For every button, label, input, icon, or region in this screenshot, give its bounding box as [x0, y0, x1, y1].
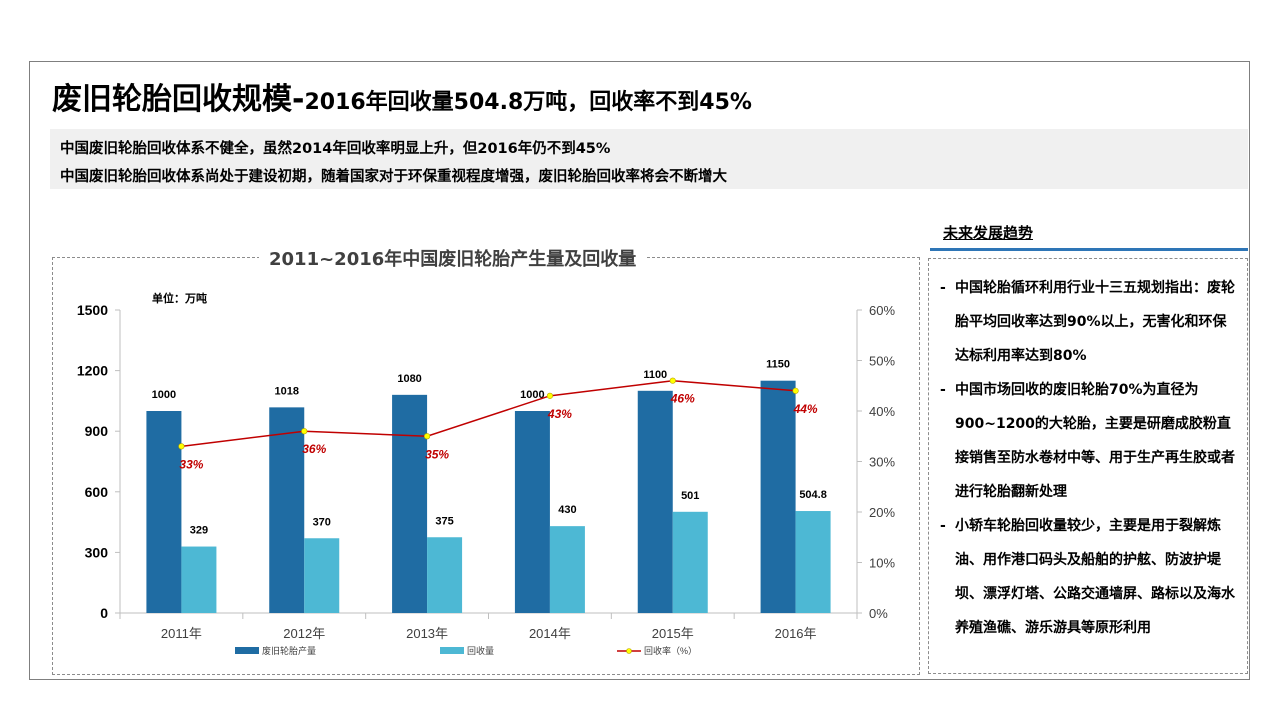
y-left-tick-label: 1500: [77, 302, 108, 318]
x-tick-label: 2015年: [652, 626, 694, 641]
trend-item-text: 中国市场回收的废旧轮胎70%为直径为900~1200的大轮胎，主要是研磨成胶粉直…: [955, 382, 1235, 500]
bar: [427, 537, 463, 613]
chart-title: 2011~2016年中国废旧轮胎产生量及回收量: [259, 245, 647, 271]
y-left-tick-label: 0: [100, 605, 108, 621]
x-tick-label: 2011年: [161, 626, 202, 641]
bar-value-label: 501: [681, 490, 699, 502]
title-main: 废旧轮胎回收规模-: [52, 82, 305, 117]
bar: [637, 390, 673, 613]
page-title: 废旧轮胎回收规模-2016年回收量504.8万吨，回收率不到45%: [52, 74, 752, 118]
bar-value-label: 329: [190, 525, 208, 537]
bullet-dash: -: [940, 382, 946, 398]
y-right-tick-label: 0%: [869, 606, 888, 621]
legend-label: 废旧轮胎产量: [262, 645, 316, 656]
bar: [672, 511, 708, 613]
bar-value-label: 1150: [766, 359, 790, 371]
bar: [392, 394, 428, 613]
bar-value-label: 1100: [643, 369, 667, 381]
x-tick-label: 2012年: [283, 626, 325, 641]
y-right-tick-label: 40%: [869, 404, 895, 419]
summary-line-1: 中国废旧轮胎回收体系不健全，虽然2014年回收率明显上升，但2016年仍不到45…: [60, 141, 611, 157]
bar: [304, 538, 340, 613]
legend-marker: [626, 648, 632, 654]
y-right-tick-label: 60%: [869, 303, 895, 318]
bar-value-label: 504.8: [799, 489, 827, 501]
rate-label: 43%: [547, 407, 572, 421]
bar: [269, 407, 305, 613]
rate-label: 33%: [179, 457, 203, 471]
bar-value-label: 1000: [520, 389, 544, 401]
bar-value-label: 370: [313, 516, 331, 528]
trend-item-text: 中国轮胎循环利用行业十三五规划指出：废轮胎平均回收率达到90%以上，无害化和环保…: [955, 280, 1235, 364]
y-right-tick-label: 10%: [869, 556, 895, 571]
trend-item: - 中国市场回收的废旧轮胎70%为直径为900~1200的大轮胎，主要是研磨成胶…: [940, 373, 1240, 509]
title-sub: 2016年回收量504.8万吨，回收率不到45%: [304, 90, 752, 115]
trends-divider: [930, 248, 1248, 251]
rate-label: 46%: [670, 392, 695, 406]
y-right-tick-label: 30%: [869, 455, 895, 470]
trends-frame: [928, 258, 1248, 674]
bar: [514, 411, 550, 613]
line-point: [301, 428, 308, 435]
bar-value-label: 1080: [397, 373, 421, 385]
line-point: [423, 433, 431, 440]
rate-label: 36%: [302, 442, 326, 456]
x-tick-label: 2014年: [529, 626, 571, 641]
line-point: [546, 392, 554, 399]
y-left-tick-label: 300: [85, 544, 109, 560]
y-left-tick-label: 600: [85, 484, 109, 500]
legend-swatch: [235, 647, 259, 654]
trend-item: - 中国轮胎循环利用行业十三五规划指出：废轮胎平均回收率达到90%以上，无害化和…: [940, 271, 1240, 373]
x-tick-label: 2016年: [775, 626, 817, 641]
bar: [549, 526, 585, 613]
legend-label: 回收量: [467, 645, 494, 656]
rate-label: 35%: [425, 447, 449, 461]
bullet-dash: -: [940, 280, 946, 296]
legend-label: 回收率（%）: [644, 645, 697, 656]
bar: [181, 546, 217, 613]
line-series: [181, 379, 796, 448]
bar: [760, 380, 796, 613]
bar-value-label: 430: [558, 504, 576, 516]
y-left-tick-label: 900: [85, 423, 109, 439]
unit-label: 单位：万吨: [152, 291, 207, 305]
rate-label: 44%: [793, 402, 818, 416]
trend-item: - 小轿车轮胎回收量较少，主要是用于裂解炼油、用作港口码头及船舶的护舷、防波护堤…: [940, 509, 1240, 645]
slide-frame: [29, 61, 1250, 680]
trend-item-text: 小轿车轮胎回收量较少，主要是用于裂解炼油、用作港口码头及船舶的护舷、防波护堤坝、…: [955, 518, 1235, 636]
y-left-tick-label: 1200: [77, 363, 108, 379]
bullet-dash: -: [940, 518, 946, 534]
bar-value-label: 1000: [152, 389, 176, 401]
bar-value-label: 375: [435, 515, 453, 527]
chart: 0 300 600 900 1200 1500 0% 10% 20% 30% 40% 50% 60% 20…: [77, 291, 896, 656]
legend-swatch: [440, 647, 464, 654]
bar: [795, 511, 831, 613]
line-point: [178, 443, 185, 450]
x-tick-label: 2013年: [406, 626, 448, 641]
summary-line-2: 中国废旧轮胎回收体系尚处于建设初期，随着国家对于环保重视程度增强，废旧轮胎回收率…: [60, 169, 727, 185]
trends-heading: 未来发展趋势: [943, 224, 1034, 242]
bar: [146, 411, 182, 613]
bar-value-label: 1018: [275, 385, 299, 397]
trends-list: - 中国轮胎循环利用行业十三五规划指出：废轮胎平均回收率达到90%以上，无害化和…: [940, 271, 1240, 645]
y-right-tick-label: 50%: [869, 354, 895, 369]
summary-panel: 中国废旧轮胎回收体系不健全，虽然2014年回收率明显上升，但2016年仍不到45…: [50, 129, 1248, 189]
line-point: [669, 377, 676, 384]
line-point: [792, 387, 799, 394]
y-right-tick-label: 20%: [869, 505, 895, 520]
